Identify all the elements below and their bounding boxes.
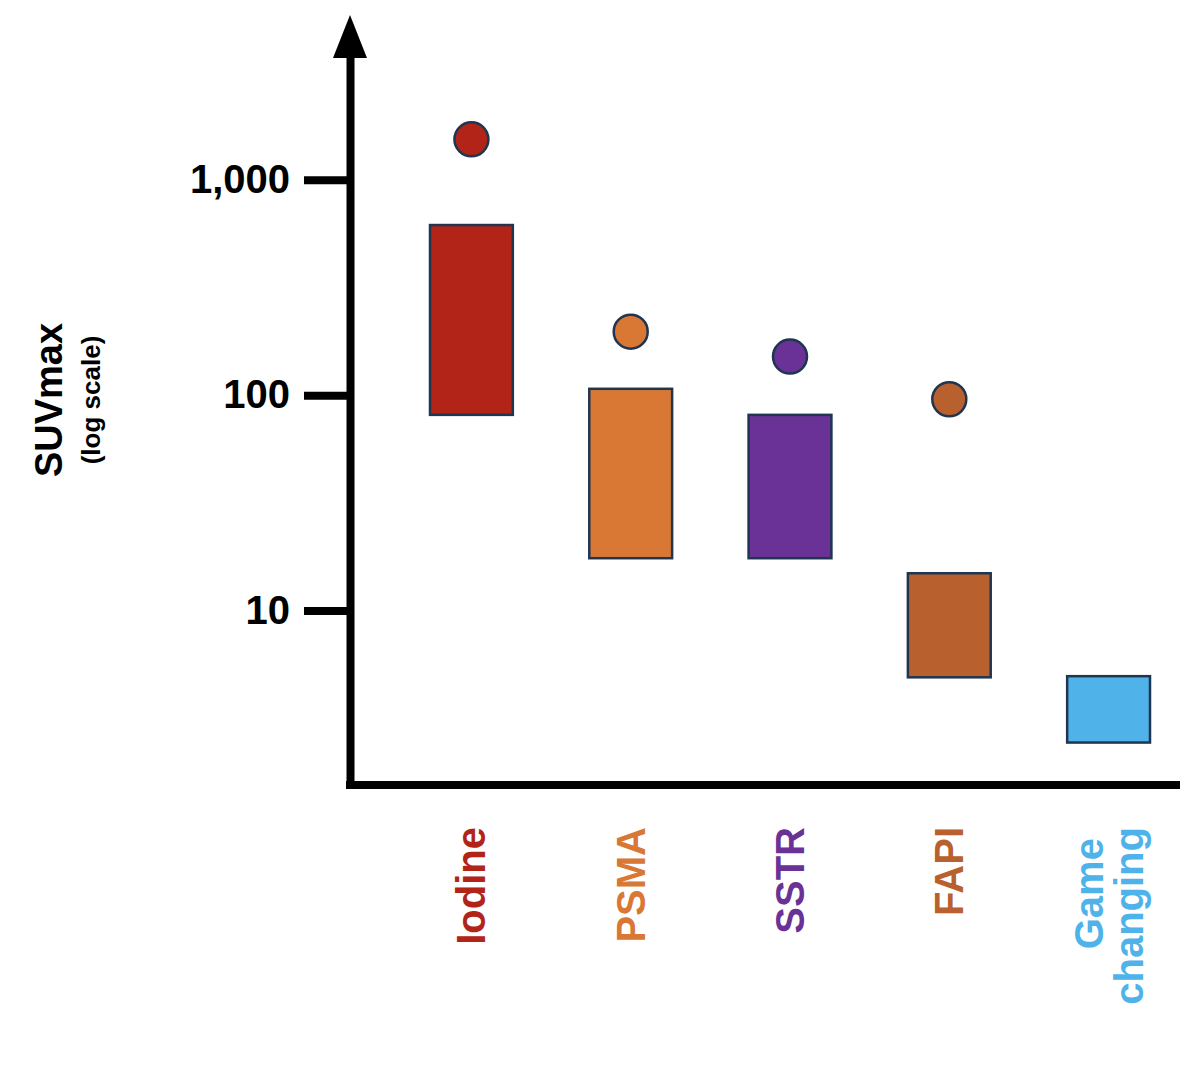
range-bar	[430, 225, 513, 415]
y-tick-label: 100	[223, 372, 290, 416]
category-label: Iodine	[449, 827, 493, 945]
max-point	[773, 340, 807, 374]
chart: 10 100 1,000 Iodine PSMA SSTR FAPI Game changin…	[0, 0, 1200, 1092]
range-bar	[908, 573, 991, 677]
y-tick-label: 1,000	[190, 157, 290, 201]
y-axis-title: SUVmax(log scale)	[28, 323, 106, 477]
category-label: FAPI	[927, 827, 971, 916]
y-tick: 1,000	[190, 157, 350, 201]
marks	[430, 122, 1150, 742]
y-axis-title-main: SUVmax	[28, 323, 70, 477]
range-bar	[589, 389, 672, 558]
y-tick-mark	[304, 607, 350, 615]
y-axis-title-sub: (log scale)	[76, 336, 106, 465]
y-tick-label: 10	[246, 588, 291, 632]
x-axis-line	[346, 781, 1180, 789]
max-point	[932, 382, 966, 416]
max-point	[614, 315, 648, 349]
y-tick: 10	[246, 588, 351, 632]
y-axis: 10 100 1,000	[190, 51, 351, 786]
y-tick-mark	[304, 176, 350, 184]
y-tick-mark	[304, 392, 350, 400]
range-bar	[1067, 676, 1150, 742]
category-label: PSMA	[609, 827, 653, 943]
axis-arrow	[333, 15, 367, 58]
category-label: Game changing	[1067, 827, 1151, 1005]
range-bar	[749, 415, 832, 558]
y-tick: 100	[223, 372, 350, 416]
max-point	[454, 122, 488, 156]
category-label: SSTR	[768, 827, 812, 934]
y-axis-line	[347, 51, 355, 786]
